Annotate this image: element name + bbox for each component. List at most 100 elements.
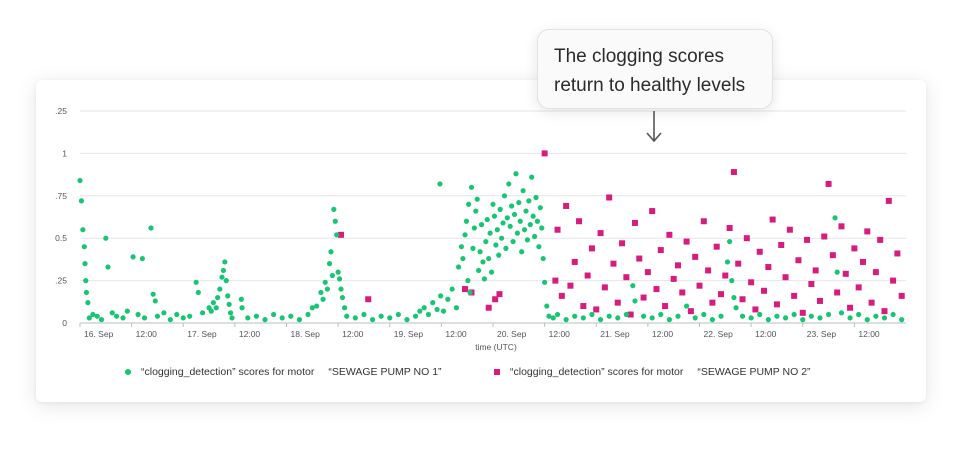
data-point-series1 (597, 317, 604, 323)
data-point-series1 (675, 313, 681, 319)
callout-line-1: The clogging scores (554, 46, 725, 67)
data-point-series2 (700, 218, 707, 225)
x-tick-label: 20. Sep (497, 329, 527, 339)
data-point-series1 (640, 313, 647, 319)
data-point-series2 (674, 262, 681, 269)
data-point-series1 (341, 305, 348, 311)
data-point-series1 (748, 315, 754, 321)
data-point-series2 (662, 303, 669, 310)
x-tick-label: 23. Sep (807, 329, 837, 339)
data-point-series1 (683, 303, 690, 309)
data-point-series1 (709, 317, 716, 323)
data-point-series2 (558, 292, 565, 299)
data-point-series1 (222, 259, 228, 265)
x-tick-label: 12:00 (652, 329, 674, 339)
data-point-series1 (113, 313, 120, 319)
data-point-series1 (572, 313, 578, 319)
data-point-series1 (526, 198, 532, 204)
data-point-series1 (81, 244, 87, 250)
legend-item-series2[interactable]: “clogging_detection” scores for motor “S… (494, 366, 811, 378)
data-point-series1 (491, 213, 498, 219)
data-point-series1 (847, 315, 853, 321)
data-point-series1 (187, 313, 193, 319)
data-point-series2 (571, 258, 578, 265)
data-point-series1 (453, 305, 460, 311)
data-point-series1 (519, 249, 525, 255)
data-point-series1 (150, 291, 156, 297)
data-point-series1 (733, 305, 739, 311)
data-point-series1 (465, 278, 471, 284)
x-tick-label: 12:00 (755, 329, 777, 339)
data-point-series1 (825, 311, 832, 318)
x-tick-label: 18. Sep (291, 329, 321, 339)
data-point-series1 (467, 289, 473, 296)
data-point-series1 (314, 303, 320, 309)
data-point-series1 (533, 194, 539, 201)
data-point-series2 (619, 240, 626, 247)
x-tick-label: 12:00 (445, 329, 467, 339)
data-point-series1 (513, 171, 519, 177)
data-point-series2 (705, 267, 712, 274)
data-point-series1 (510, 238, 516, 245)
data-point-series1 (521, 227, 528, 233)
x-tick-label: 12:00 (549, 329, 571, 339)
data-point-series2 (580, 303, 587, 310)
data-point-series1 (550, 315, 556, 321)
data-point-series2 (868, 299, 875, 306)
data-point-series2 (709, 299, 716, 306)
data-point-series1 (154, 313, 161, 319)
data-point-series1 (322, 279, 328, 285)
data-point-series1 (438, 293, 444, 299)
data-point-series1 (226, 301, 232, 307)
data-point-series1 (476, 267, 482, 274)
data-point-series1 (524, 237, 531, 243)
data-point-series2 (640, 294, 647, 301)
y-tick-label: .75 (55, 191, 67, 201)
data-point-series1 (449, 286, 455, 292)
data-point-series1 (167, 317, 173, 323)
data-point-series1 (200, 310, 206, 316)
data-point-series1 (213, 305, 219, 311)
data-point-series1 (210, 300, 216, 306)
data-point-series1 (305, 311, 311, 318)
y-tick-label: 0.5 (55, 233, 67, 243)
data-point-series1 (124, 308, 130, 314)
data-point-series1 (463, 218, 470, 224)
x-tick-label: 19. Sep (394, 329, 424, 339)
data-point-series1 (279, 315, 285, 321)
y-tick-label: 0 (62, 318, 67, 328)
data-point-series2 (554, 226, 561, 233)
data-point-series2 (649, 208, 656, 215)
legend-item-series1[interactable]: “clogging_detection” scores for motor “S… (125, 366, 442, 378)
data-point-series2 (683, 238, 690, 245)
data-point-series1 (606, 313, 612, 319)
data-point-series1 (537, 205, 543, 211)
data-point-series1 (471, 225, 477, 231)
data-point-series1 (554, 311, 561, 318)
data-point-series1 (83, 289, 90, 296)
data-point-series2 (567, 282, 574, 289)
data-point-series1 (445, 296, 451, 302)
data-point-series1 (517, 218, 523, 224)
data-point-series2 (743, 235, 750, 242)
data-point-series1 (499, 235, 505, 241)
data-point-series1 (497, 206, 503, 212)
data-point-series1 (94, 313, 100, 319)
data-point-series1 (630, 283, 636, 289)
data-point-series2 (739, 296, 746, 303)
data-point-series1 (808, 313, 814, 319)
data-point-series1 (109, 310, 115, 316)
data-point-series2 (462, 286, 469, 293)
data-point-series2 (552, 277, 559, 284)
data-point-series1 (478, 222, 485, 228)
data-point-series2 (812, 267, 819, 274)
annotation-callout: The clogging scores return to healthy le… (537, 29, 773, 109)
data-point-series1 (324, 286, 330, 292)
data-point-series1 (387, 315, 393, 321)
data-point-series1 (481, 276, 487, 282)
data-point-series1 (782, 315, 789, 321)
data-point-series1 (486, 255, 492, 262)
data-point-series2 (722, 272, 729, 279)
data-point-series1 (477, 249, 483, 255)
data-point-series2 (666, 231, 673, 238)
